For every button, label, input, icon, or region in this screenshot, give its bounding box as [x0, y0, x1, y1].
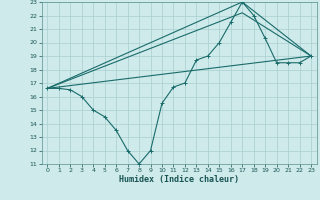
X-axis label: Humidex (Indice chaleur): Humidex (Indice chaleur)	[119, 175, 239, 184]
